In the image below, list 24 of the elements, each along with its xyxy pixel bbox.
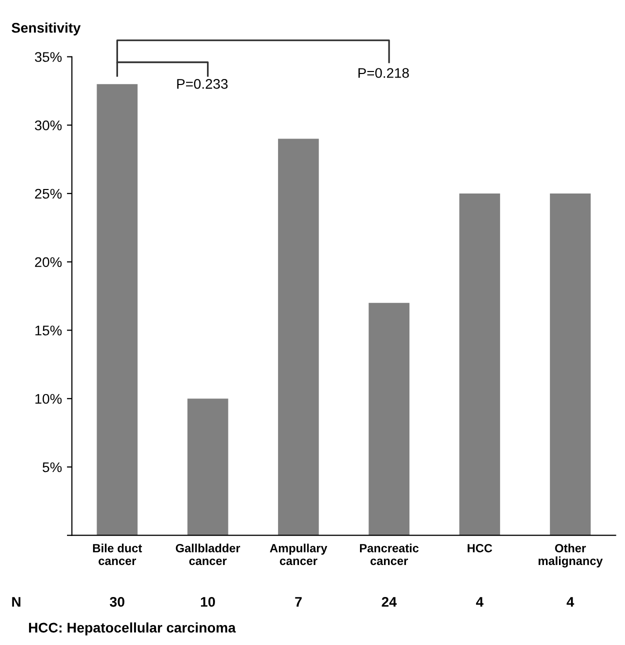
y-tick-label: 5% (42, 462, 62, 472)
y-tick-label: 15% (35, 326, 62, 336)
text: 4 (566, 597, 574, 607)
x-tick-label: Gallbladder cancer (176, 544, 240, 566)
text: 4 (476, 597, 484, 607)
annotation: P=0.218 (358, 68, 409, 78)
text: 24 (382, 596, 397, 607)
y-tick-label: 20% (35, 257, 62, 268)
text: 30 (110, 596, 124, 607)
y-tick-label: 10% (35, 394, 62, 404)
text: 10 (200, 596, 215, 607)
y-axis-title: Sensitivity (12, 22, 81, 36)
x-tick-label: Pancreatic cancer (360, 544, 419, 566)
x-tick-label: Ampullary cancer (270, 544, 328, 566)
text: HCC: Hepatocellular carcinoma (29, 622, 236, 636)
text: N (12, 597, 20, 607)
x-tick-label: Other malignancy (538, 544, 603, 568)
x-tick-label: Bile duct cancer (93, 544, 142, 566)
y-tick-label: 35% (34, 52, 62, 62)
y-tick-label: 25% (35, 188, 62, 199)
annotation: P=0.233 (177, 79, 228, 89)
text: 7 (295, 597, 302, 607)
y-tick-label: 30% (34, 120, 62, 130)
x-tick-label: HCC (468, 544, 492, 552)
